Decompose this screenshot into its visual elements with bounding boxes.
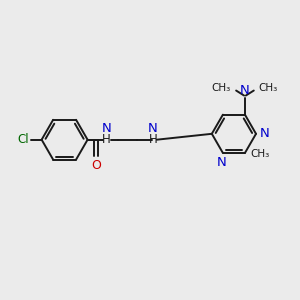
Text: H: H (148, 133, 157, 146)
Text: N: N (240, 84, 250, 97)
Text: N: N (217, 157, 226, 169)
Text: H: H (102, 133, 111, 146)
Text: N: N (148, 122, 158, 135)
Text: CH₃: CH₃ (250, 149, 269, 159)
Text: N: N (260, 127, 269, 140)
Text: CH₃: CH₃ (259, 83, 278, 94)
Text: N: N (101, 122, 111, 135)
Text: O: O (91, 158, 101, 172)
Text: CH₃: CH₃ (212, 83, 231, 94)
Text: Cl: Cl (17, 133, 29, 146)
